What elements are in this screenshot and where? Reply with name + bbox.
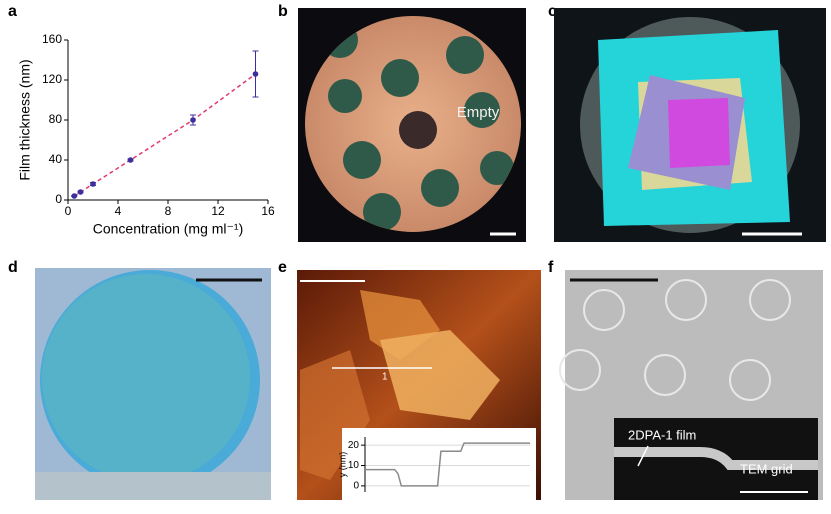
panel-labels: a b c d e f xyxy=(8,3,557,276)
y-tick-label: 0 xyxy=(55,192,62,206)
panel-b-image: Empty xyxy=(298,8,526,242)
x-axis-label: Concentration (mg ml⁻¹) xyxy=(93,221,244,237)
x-tick-label: 12 xyxy=(211,204,225,218)
panel-label: a xyxy=(8,3,17,20)
y-axis-label: y (nm) xyxy=(337,452,347,478)
marker xyxy=(77,189,84,195)
panel-label: b xyxy=(278,3,288,20)
line xyxy=(73,73,256,197)
panel-c-image xyxy=(554,8,826,242)
annotation: TEM grid xyxy=(740,461,793,476)
panel-d-image xyxy=(35,268,271,500)
line xyxy=(365,442,530,487)
x-tick-label: 4 xyxy=(115,204,122,218)
annotation: 1 xyxy=(382,372,388,383)
panel-label: d xyxy=(8,259,18,276)
y-tick-label: 10 xyxy=(348,460,360,471)
marker xyxy=(90,181,96,187)
x-tick-label: 8 xyxy=(165,204,172,218)
panel-label: e xyxy=(278,259,287,276)
y-tick-label: 160 xyxy=(42,32,62,46)
y-tick-label: 20 xyxy=(348,440,360,451)
y-tick-label: 120 xyxy=(42,72,62,86)
x-tick-label: 16 xyxy=(261,204,275,218)
marker xyxy=(252,71,259,77)
y-axis-label: Film thickness (nm) xyxy=(17,59,33,180)
marker xyxy=(71,193,78,199)
panel-label: c xyxy=(548,3,557,20)
marker xyxy=(127,157,134,163)
y-tick-label: 0 xyxy=(353,481,359,492)
x-tick-label: 0 xyxy=(65,204,72,218)
annotation: Empty xyxy=(457,104,500,121)
panel-label: f xyxy=(548,259,554,276)
annotation: 2DPA-1 film xyxy=(628,427,696,442)
y-tick-label: 80 xyxy=(49,112,63,126)
panel-f-image: 2DPA-1 film TEM grid xyxy=(559,270,823,500)
panel-e-image: 1 xyxy=(297,270,541,500)
inset-chart: 0 10 20y (nm) xyxy=(337,437,530,492)
y-tick-label: 40 xyxy=(49,152,63,166)
marker xyxy=(190,117,196,123)
